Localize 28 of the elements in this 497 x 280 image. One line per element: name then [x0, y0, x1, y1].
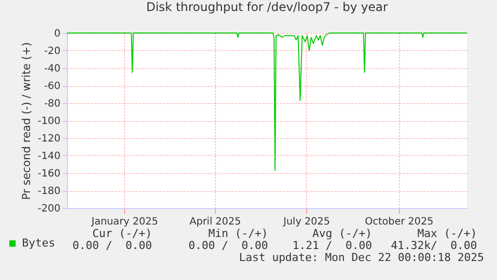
y-tick-label: -20 [44, 46, 60, 57]
y-tick-label: -120 [38, 134, 60, 144]
y-axis-title: Pr second read (-) / write (+) [20, 42, 33, 200]
text: 1.21 / 0.00 [292, 239, 372, 252]
y-tick-label: -60 [44, 81, 60, 92]
x-tick-label: July 2025 [282, 216, 330, 228]
y-tick-label: -160 [38, 168, 60, 180]
x-tick-label: October 2025 [364, 216, 434, 228]
text: 41.32k/ 0.00 [390, 239, 477, 252]
text: Min (-/+) [208, 227, 268, 240]
x-tick-label: April 2025 [189, 216, 241, 228]
line-series [66, 32, 468, 171]
y-tick-label: -180 [38, 186, 60, 197]
chart-title: Disk throughput for /dev/loop7 - by year [146, 0, 388, 14]
y-tick-label: 0 [54, 28, 60, 40]
text: 0.00 / 0.00 [188, 239, 268, 252]
text: Avg (-/+) [312, 227, 372, 240]
legend-label: Bytes [22, 236, 56, 250]
y-tick-label: -140 [38, 151, 60, 162]
y-tick-label: -40 [44, 64, 60, 74]
y-tick-label: -80 [44, 98, 60, 110]
text: 0.00 / 0.00 [72, 239, 152, 252]
x-tick-label: January 2025 [90, 216, 158, 228]
text: Cur (-/+) [92, 227, 152, 240]
text: Last update: Mon Dec 22 00:00:18 2025 [238, 251, 484, 264]
text: Max (-/+) [417, 227, 477, 240]
y-tick-label: -100 [38, 116, 60, 127]
y-tick-label: -200 [38, 204, 60, 214]
